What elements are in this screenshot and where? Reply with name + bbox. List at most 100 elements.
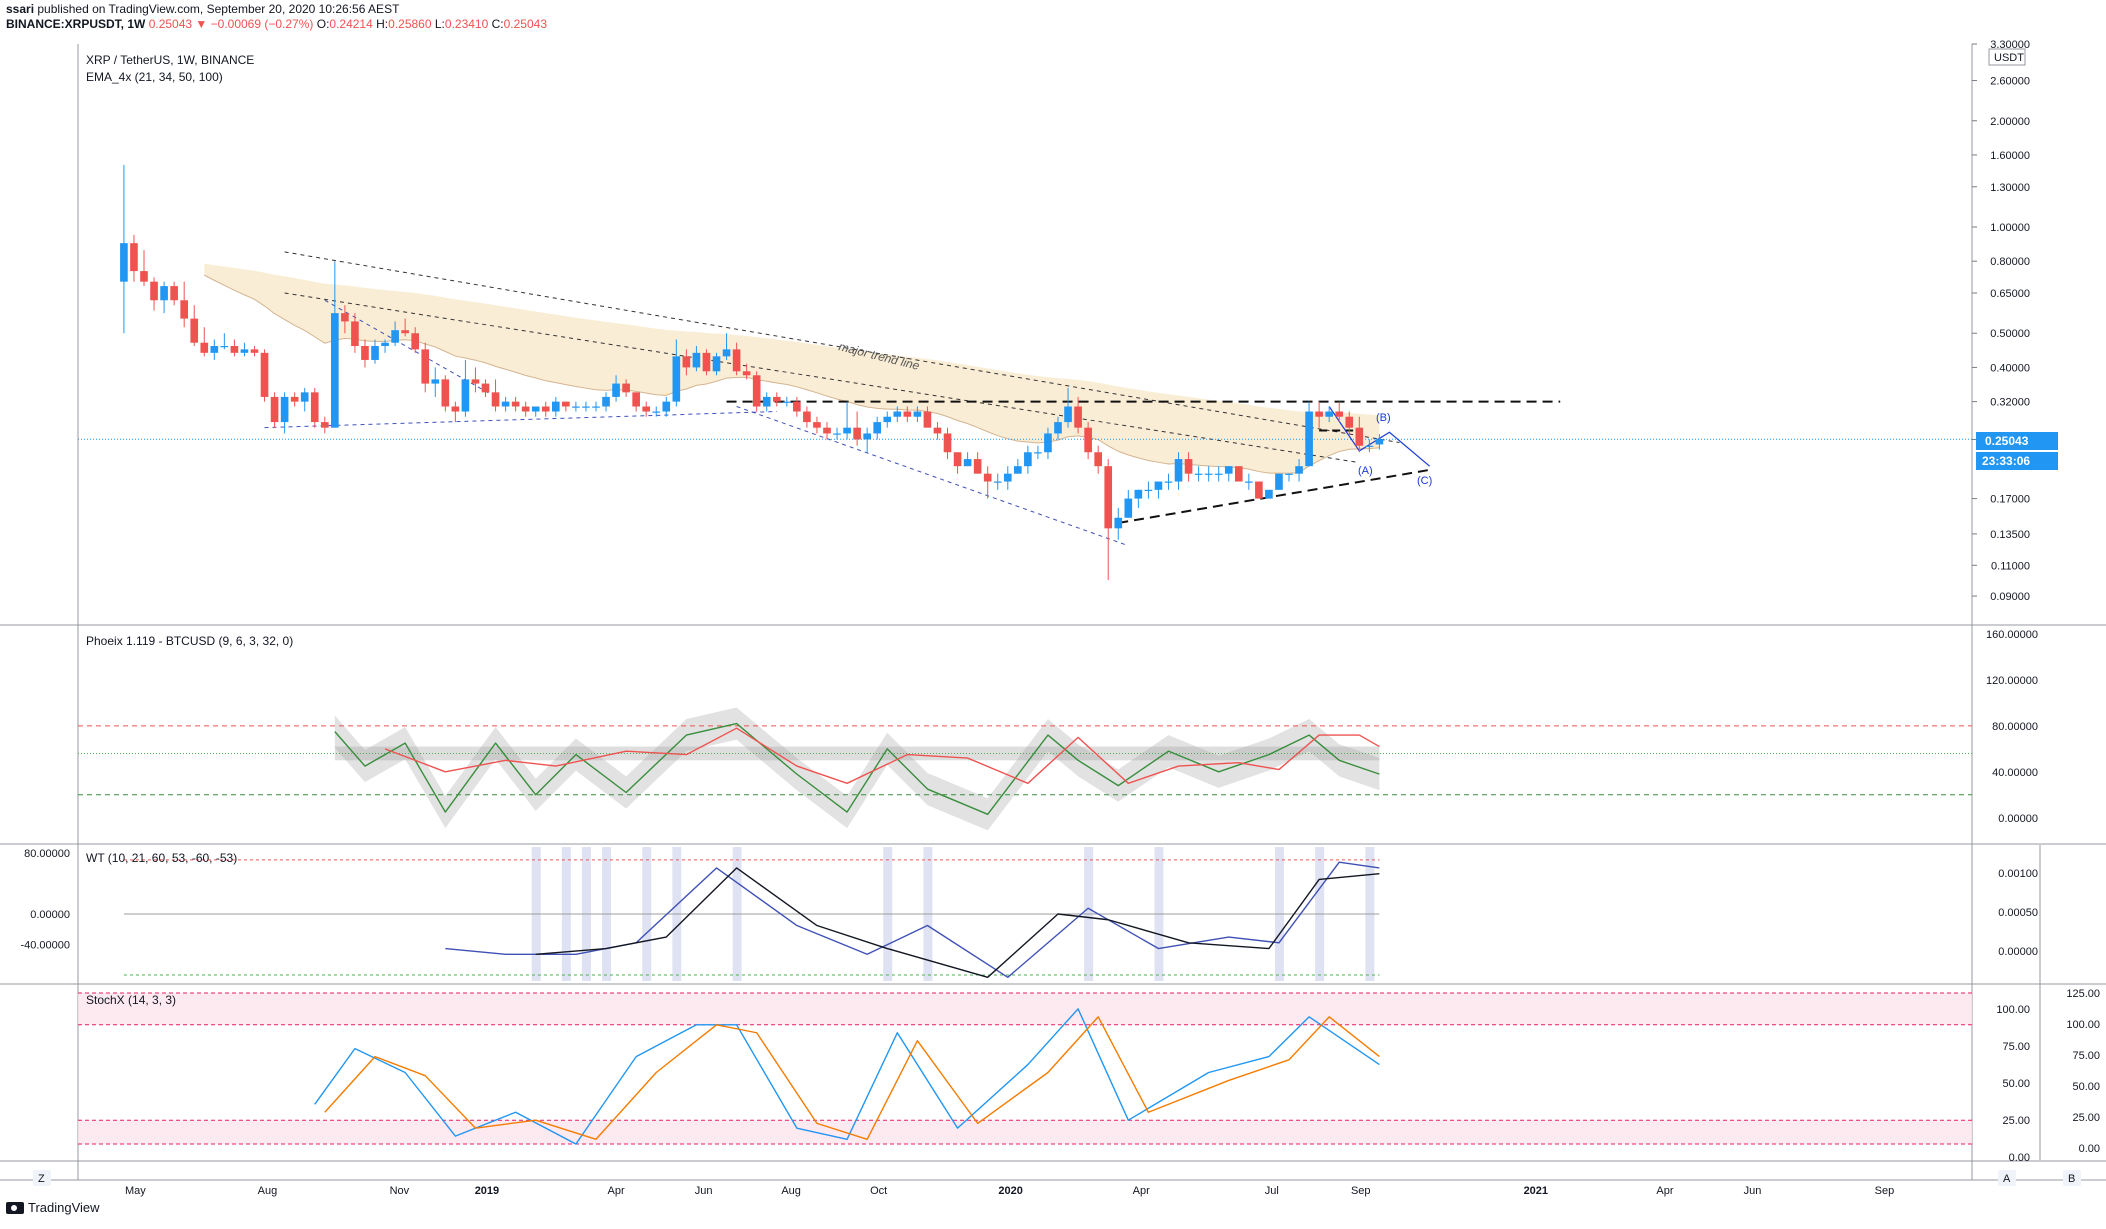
stochx-title[interactable]: StochX (14, 3, 3) (86, 993, 176, 1007)
stochx-right-axis-label: 100.00 (2066, 1019, 2100, 1031)
candle-body (1315, 411, 1323, 417)
candle-body (441, 379, 450, 407)
b-button[interactable] (2063, 1170, 2081, 1186)
candle-body (762, 396, 771, 407)
high-label: H: (376, 17, 389, 31)
candle-body (1144, 489, 1153, 492)
candle-body (501, 401, 510, 407)
candle-body (632, 392, 640, 407)
last-price-tag-text: 0.25043 (1985, 434, 2029, 448)
candle-body (1194, 473, 1203, 475)
candle (772, 392, 781, 407)
candle-body (883, 416, 892, 423)
candle (150, 277, 158, 311)
candle (803, 406, 811, 428)
candle (280, 392, 289, 434)
candle (1034, 445, 1042, 460)
time-axis-label: Apr (608, 1185, 625, 1197)
wave-label-a: (A) (1358, 465, 1373, 477)
candle-body (953, 452, 962, 467)
candle (1365, 439, 1374, 453)
candle (1194, 466, 1203, 482)
b-button-label: B (2068, 1173, 2075, 1185)
currency-label: USDT (1994, 52, 2024, 64)
candle-body (190, 318, 199, 343)
candle-body (702, 352, 711, 372)
author-name[interactable]: ssari (6, 2, 35, 16)
candle (541, 401, 550, 417)
candle-body (1255, 481, 1263, 499)
candle (1285, 473, 1293, 482)
wt-right-axis-label: 0.00100 (1998, 868, 2038, 880)
candle-body (481, 383, 490, 393)
candle-body (933, 427, 942, 434)
time-axis-label: Sep (1351, 1185, 1371, 1197)
candle-body (381, 342, 389, 347)
candle (933, 422, 942, 440)
candle-body (993, 481, 1002, 483)
candle-body (742, 371, 751, 376)
currency-badge[interactable] (1988, 48, 2026, 66)
a-button[interactable] (1998, 1170, 2016, 1186)
candle-body (341, 313, 349, 322)
candle-body (1084, 427, 1092, 453)
candle-body (391, 330, 399, 343)
wt-title[interactable]: WT (10, 21, 60, 53, -60, -53) (86, 851, 237, 865)
candle (371, 339, 379, 364)
time-axis-label: 2021 (1524, 1185, 1548, 1197)
candle-body (230, 346, 239, 353)
candle (320, 416, 329, 434)
stochx-right-axis-label: 75.00 (2072, 1050, 2100, 1062)
candle-body (1325, 411, 1334, 417)
candle (310, 387, 319, 428)
candle-body (732, 349, 741, 372)
z-button-label: Z (38, 1173, 45, 1185)
candle (200, 327, 209, 357)
candle (913, 406, 922, 423)
candle-body (150, 281, 158, 301)
candle-body (863, 433, 871, 440)
candle-body (622, 383, 630, 393)
candle-body (351, 321, 359, 347)
candle (511, 396, 520, 412)
candle (180, 281, 188, 328)
candle-body (170, 286, 178, 301)
stochx-K-line (314, 1008, 1380, 1145)
candle (1104, 459, 1113, 580)
candle-body (923, 411, 932, 428)
candle (220, 333, 229, 350)
candle (632, 392, 640, 412)
candle-body (1305, 411, 1313, 467)
candle (140, 250, 148, 287)
price-axis-label: 0.32000 (1990, 397, 2030, 409)
close-label: C: (491, 17, 504, 31)
candle (1134, 489, 1143, 508)
candle-body (1014, 466, 1022, 474)
ema-legend[interactable]: EMA_4x (21, 34, 50, 100) (86, 70, 223, 84)
time-axis-label: Apr (1656, 1185, 1673, 1197)
ema-21-line (204, 274, 1380, 474)
candle (562, 401, 570, 412)
candle-body (371, 346, 379, 360)
wave-label-c: (C) (1417, 475, 1432, 487)
candle-body (1365, 445, 1374, 447)
time-axis-label: Aug (258, 1185, 278, 1197)
candle (903, 406, 912, 423)
candle (1074, 396, 1082, 434)
candle (762, 392, 771, 412)
z-button[interactable] (33, 1170, 51, 1186)
stochx-D-line (324, 1016, 1380, 1140)
candle-body (943, 433, 952, 453)
candle (1315, 401, 1323, 428)
candle-body (672, 356, 681, 402)
candle (391, 321, 399, 347)
candle-body (803, 411, 811, 423)
candle-body (1204, 473, 1213, 475)
tradingview-brand[interactable]: TradingView (6, 1200, 100, 1215)
candle (401, 318, 409, 337)
phoeix-title[interactable]: Phoeix 1.119 - BTCUSD (9, 6, 3, 32, 0) (86, 634, 293, 648)
candle (732, 342, 741, 376)
candle (130, 234, 138, 282)
stochx-band (78, 993, 1972, 1025)
